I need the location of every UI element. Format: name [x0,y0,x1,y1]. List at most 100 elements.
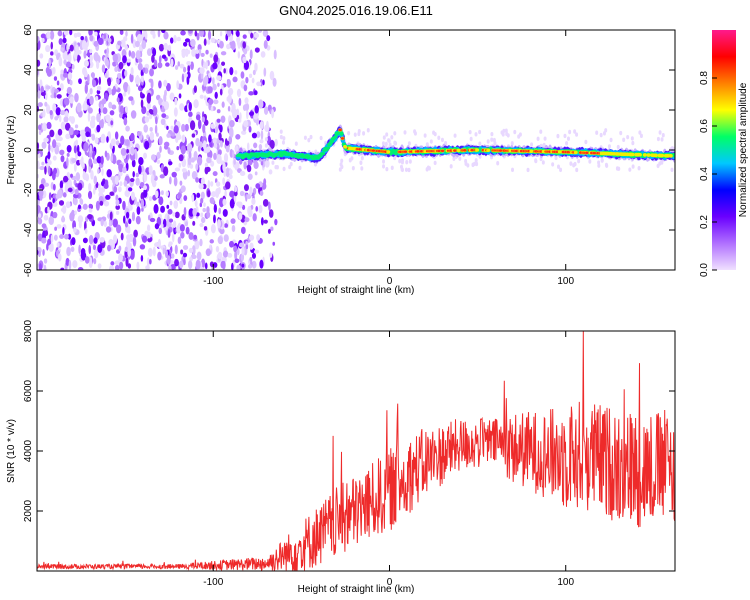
noise-speck [661,133,665,138]
noise-speck [490,131,494,137]
noise-speck [166,133,171,138]
noise-speck [616,144,620,150]
noise-speck [179,224,185,232]
noise-speck [219,40,224,49]
noise-speck [168,176,172,185]
noise-speck [656,136,660,142]
noise-speck [231,225,236,233]
noise-speck [37,89,41,99]
noise-speck [209,197,215,204]
noise-speck [41,37,45,43]
noise-speck [116,97,120,103]
noise-speck [217,251,223,260]
noise-speck [66,43,69,53]
noise-speck [203,95,207,101]
noise-speck [400,159,404,165]
noise-speck [89,49,93,54]
noise-speck [199,94,204,99]
noise-speck [243,84,248,92]
ridge-peak [403,150,408,153]
noise-speck [116,72,122,79]
noise-speck [43,182,50,187]
noise-speck [127,85,131,95]
noise-speck [239,170,246,177]
noise-speck [165,190,169,197]
noise-speck [660,160,664,165]
noise-speck [109,211,113,221]
snr-series-line [37,331,675,571]
noise-speck [213,203,217,213]
noise-speck [161,101,167,107]
noise-speck [118,253,123,262]
noise-speck [122,55,127,64]
noise-speck [38,213,42,218]
noise-speck [195,259,201,270]
noise-speck [207,39,211,45]
noise-speck [80,198,84,205]
noise-speck [185,226,190,235]
noise-speck [239,190,245,197]
noise-speck [124,106,128,113]
noise-speck [51,146,54,153]
noise-speck [38,130,42,135]
noise-speck [282,136,286,141]
noise-speck [177,191,182,199]
noise-speck [222,177,226,186]
noise-speck [43,264,47,270]
snr-x-tick-label: -100 [203,577,223,588]
noise-speck [199,222,204,228]
noise-speck [195,137,200,147]
noise-speck [125,188,130,198]
noise-speck [84,228,88,234]
ridge-peak [470,148,474,152]
noise-speck [268,201,271,212]
noise-speck [197,145,201,152]
noise-speck [65,257,70,267]
noise-speck [87,112,91,122]
noise-speck [294,141,298,146]
noise-speck [43,214,49,221]
noise-speck [187,157,192,166]
noise-speck [131,211,136,222]
noise-speck [72,260,78,269]
noise-speck [219,140,223,148]
noise-speck [233,159,236,165]
noise-speck [84,83,88,94]
noise-speck [146,257,150,268]
noise-speck [536,136,540,142]
spectrogram-axes: -100 0 100 -60 -40 -20 0 20 40 60 [23,24,675,287]
noise-speck [350,156,354,161]
noise-speck [208,72,212,79]
noise-speck [100,133,106,144]
noise-speck [77,54,80,63]
noise-speck [209,53,213,58]
noise-speck [234,250,238,260]
noise-speck [100,103,103,114]
noise-speck [222,198,227,206]
noise-speck [109,191,115,196]
noise-speck [200,52,205,57]
noise-speck [124,139,130,147]
ridge-peak [585,151,589,155]
noise-speck [247,264,253,269]
noise-speck [117,40,122,46]
noise-speck [174,133,179,144]
noise-speck [78,220,82,229]
noise-speck [569,161,573,166]
noise-speck [599,132,603,138]
noise-speck [259,259,264,269]
noise-speck [200,212,204,218]
noise-speck [474,158,478,163]
noise-speck [103,200,110,207]
noise-speck [269,252,273,258]
noise-speck [130,51,136,59]
noise-speck [214,126,219,134]
noise-speck [584,139,588,145]
noise-speck [511,167,515,173]
ridge-core [653,153,658,158]
noise-speck [149,131,155,141]
noise-speck [180,185,186,193]
noise-speck [68,68,73,74]
noise-speck [40,33,46,39]
noise-speck [120,148,127,156]
